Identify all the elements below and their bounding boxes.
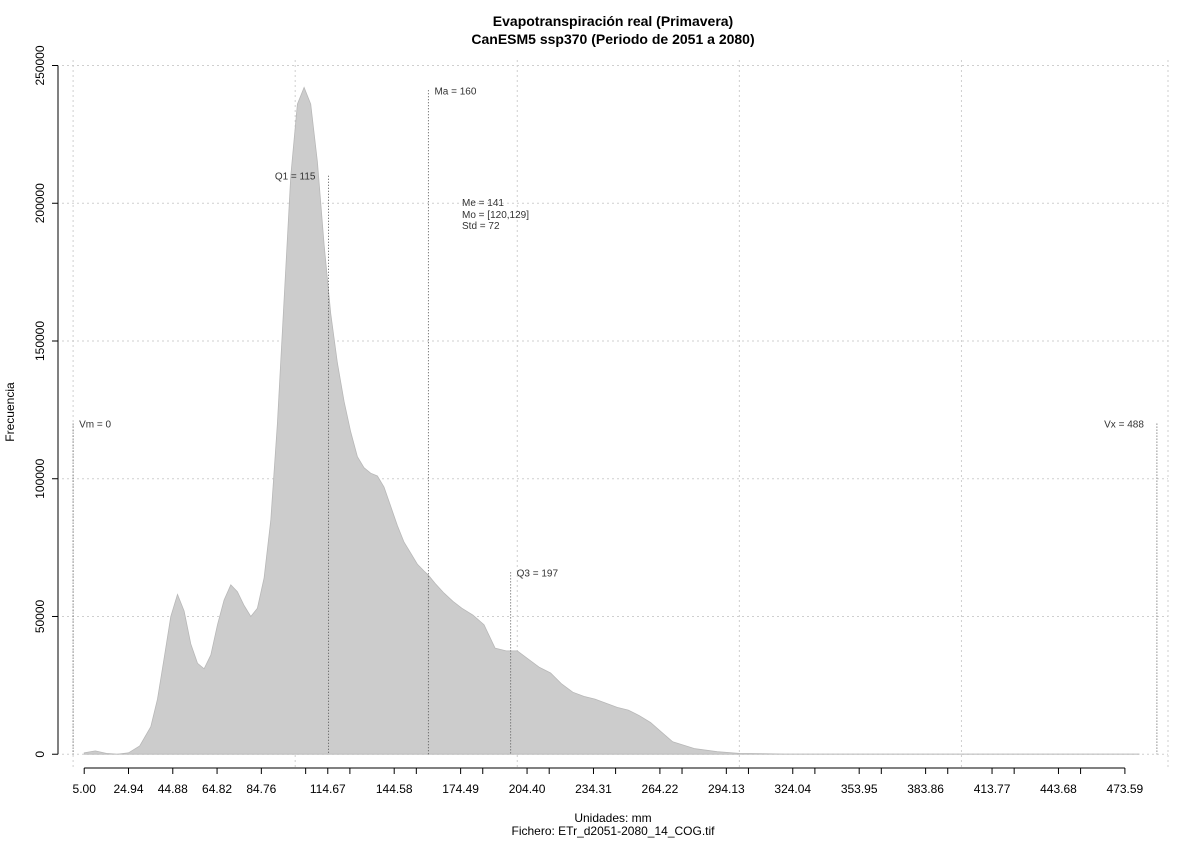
- x-tick-label: 5.00: [73, 782, 97, 796]
- x-tick-label: 144.58: [376, 782, 413, 796]
- x-tick-label: 44.88: [158, 782, 188, 796]
- stat-std: Std = 72: [462, 221, 500, 232]
- y-tick-label: 100000: [33, 458, 47, 498]
- chart-subtitle: CanESM5 ssp370 (Periodo de 2051 a 2080): [471, 31, 754, 47]
- x-tick-label: 294.13: [708, 782, 745, 796]
- marker-label: Ma = 160: [434, 86, 476, 97]
- x-tick-label: 383.86: [907, 782, 944, 796]
- x-tick-label: 24.94: [113, 782, 143, 796]
- y-tick-label: 50000: [33, 599, 47, 633]
- y-tick-label: 200000: [33, 183, 47, 223]
- chart-title: Evapotranspiración real (Primavera): [493, 13, 733, 29]
- density-area: [83, 86, 1140, 755]
- y-tick-label: 250000: [33, 45, 47, 85]
- x-tick-label: 114.67: [310, 782, 346, 796]
- x-tick-label: 84.76: [246, 782, 276, 796]
- marker-label: Vm = 0: [79, 420, 111, 431]
- x-tick-label: 413.77: [974, 782, 1011, 796]
- chart-caption: Fichero: ETr_d2051-2080_14_COG.tif: [512, 824, 716, 838]
- y-tick-label: 0: [33, 751, 47, 758]
- marker-label: Vx = 488: [1104, 420, 1144, 431]
- x-tick-label: 64.82: [202, 782, 232, 796]
- x-tick-label: 234.31: [575, 782, 612, 796]
- marker-label: Q1 = 115: [275, 172, 316, 183]
- x-tick-label: 473.59: [1107, 782, 1144, 796]
- x-axis-title: Unidades: mm: [574, 811, 651, 825]
- x-tick-label: 353.95: [841, 782, 878, 796]
- x-tick-label: 443.68: [1040, 782, 1077, 796]
- stat-median: Me = 141: [462, 198, 504, 209]
- y-axis-title: Frecuencia: [3, 382, 17, 442]
- x-tick-label: 324.04: [774, 782, 811, 796]
- y-tick-label: 150000: [33, 321, 47, 361]
- axis-layer: 0 50000 100000 150000 200000 250000 5.00 24.94 4…: [33, 45, 1144, 796]
- x-tick-label: 174.49: [442, 782, 479, 796]
- marker-label: Q3 = 197: [517, 568, 559, 579]
- stat-mode: Mo = [120,129]: [462, 210, 529, 221]
- marker-layer: Vm = 0 Q1 = 115 Ma = 160 Q3 = 197 Vx = 488: [72, 86, 1158, 755]
- x-tick-label: 204.40: [509, 782, 546, 796]
- x-tick-label: 264.22: [642, 782, 679, 796]
